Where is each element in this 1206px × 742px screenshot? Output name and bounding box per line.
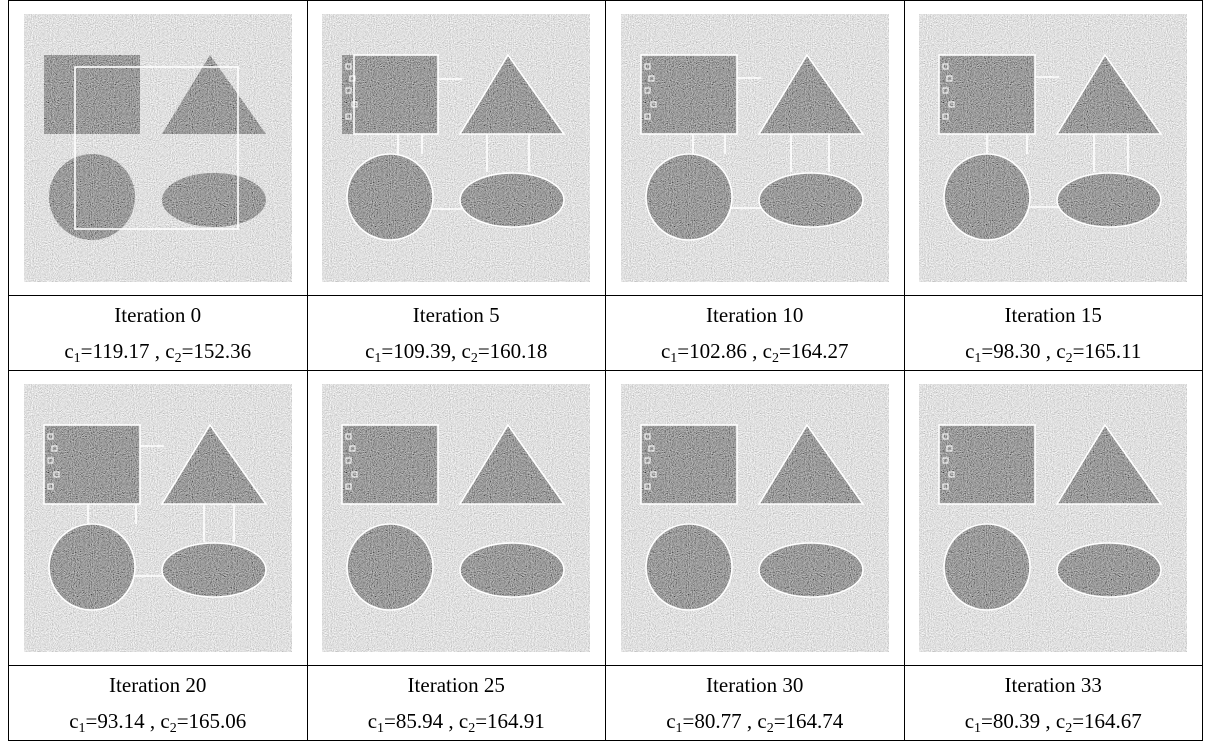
text: =152.36	[182, 339, 252, 363]
subscript: 2	[471, 351, 478, 366]
square	[939, 425, 1035, 504]
coefficients: c1=80.39 , c2=164.67	[905, 703, 1203, 739]
coefficients: c1=102.86 , c2=164.27	[606, 333, 904, 369]
page: Iteration 0c1=119.17 , c2=152.36Iteratio…	[0, 0, 1206, 742]
text: =165.06	[177, 709, 247, 733]
iteration-label: Iteration 33	[905, 667, 1203, 703]
coefficients: c1=109.39, c2=160.18	[308, 333, 606, 369]
subscript: 2	[170, 721, 177, 736]
text: =119.17 , c	[81, 339, 175, 363]
square	[641, 425, 737, 504]
text: c	[69, 709, 78, 733]
image-cell	[606, 371, 905, 666]
square	[939, 55, 1035, 134]
coefficients: c1=85.94 , c2=164.91	[308, 703, 606, 739]
text: =98.30 , c	[981, 339, 1065, 363]
square	[44, 425, 140, 504]
text: =109.39, c	[381, 339, 470, 363]
segmentation-image	[919, 384, 1187, 652]
image-cell	[9, 371, 308, 666]
caption-cell: Iteration 0c1=119.17 , c2=152.36	[9, 296, 308, 371]
segmentation-image	[322, 384, 590, 652]
caption-row: Iteration 0c1=119.17 , c2=152.36Iteratio…	[9, 296, 1203, 371]
subscript: 1	[74, 351, 81, 366]
square	[342, 55, 438, 134]
text: =160.18	[478, 339, 548, 363]
segmentation-image	[322, 14, 590, 282]
image-cell	[606, 1, 905, 296]
text: =102.86 , c	[677, 339, 772, 363]
image-cell	[9, 1, 308, 296]
image-cell	[904, 1, 1203, 296]
image-cell	[307, 1, 606, 296]
text: c	[368, 709, 377, 733]
segmentation-image	[24, 384, 292, 652]
text: c	[365, 339, 374, 363]
subscript: 1	[79, 721, 86, 736]
coefficients: c1=98.30 , c2=165.11	[905, 333, 1203, 369]
iteration-label: Iteration 25	[308, 667, 606, 703]
iteration-label: Iteration 10	[606, 297, 904, 333]
text: c	[666, 709, 675, 733]
segmentation-image	[621, 384, 889, 652]
iteration-label: Iteration 20	[9, 667, 307, 703]
text: c	[965, 339, 974, 363]
text: c	[965, 709, 974, 733]
subscript: 2	[175, 351, 182, 366]
noisy-image	[24, 14, 292, 282]
image-cell	[307, 371, 606, 666]
coefficients: c1=80.77 , c2=164.74	[606, 703, 904, 739]
iteration-label: Iteration 15	[905, 297, 1203, 333]
segmentation-image	[919, 14, 1187, 282]
coefficients: c1=119.17 , c2=152.36	[9, 333, 307, 369]
iteration-label: Iteration 0	[9, 297, 307, 333]
image-cell	[904, 371, 1203, 666]
coefficients: c1=93.14 , c2=165.06	[9, 703, 307, 739]
text: =80.77 , c	[683, 709, 767, 733]
image-row	[9, 1, 1203, 296]
caption-cell: Iteration 10c1=102.86 , c2=164.27	[606, 296, 905, 371]
segmentation-image	[24, 14, 292, 282]
text: =165.11	[1073, 339, 1142, 363]
circle	[49, 154, 135, 240]
text: c	[661, 339, 670, 363]
subscript: 1	[676, 721, 683, 736]
text: =85.94 , c	[384, 709, 468, 733]
background	[24, 14, 292, 282]
iteration-label: Iteration 5	[308, 297, 606, 333]
text: =164.91	[475, 709, 545, 733]
subscript: 2	[767, 721, 774, 736]
square	[641, 55, 737, 134]
text: =93.14 , c	[86, 709, 170, 733]
text: =80.39 , c	[981, 709, 1065, 733]
text: =164.74	[774, 709, 844, 733]
text: =164.27	[779, 339, 849, 363]
text: =164.67	[1072, 709, 1142, 733]
subscript: 2	[772, 351, 779, 366]
subscript: 1	[377, 721, 384, 736]
iteration-label: Iteration 30	[606, 667, 904, 703]
square	[342, 425, 438, 504]
table-body: Iteration 0c1=119.17 , c2=152.36Iteratio…	[9, 1, 1203, 741]
ellipse	[162, 173, 266, 227]
subscript: 1	[974, 721, 981, 736]
text: c	[64, 339, 73, 363]
image-row	[9, 371, 1203, 666]
segmentation-image	[621, 14, 889, 282]
subscript: 2	[1066, 351, 1073, 366]
